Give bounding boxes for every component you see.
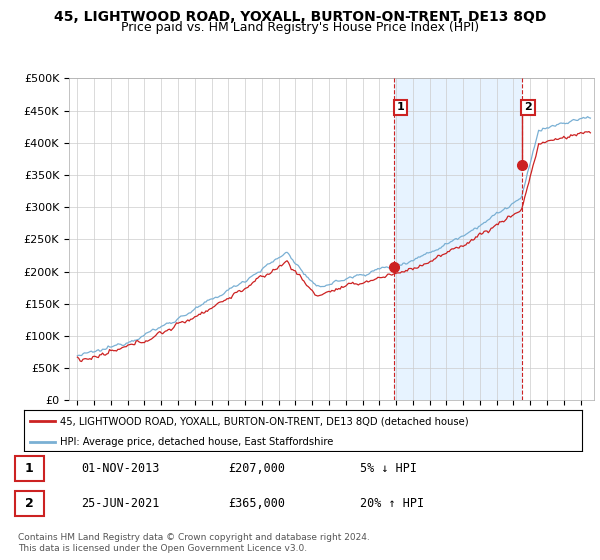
Text: 45, LIGHTWOOD ROAD, YOXALL, BURTON-ON-TRENT, DE13 8QD: 45, LIGHTWOOD ROAD, YOXALL, BURTON-ON-TR… <box>54 10 546 24</box>
Text: 45, LIGHTWOOD ROAD, YOXALL, BURTON-ON-TRENT, DE13 8QD (detached house): 45, LIGHTWOOD ROAD, YOXALL, BURTON-ON-TR… <box>60 417 469 426</box>
FancyBboxPatch shape <box>15 491 44 516</box>
Text: 2: 2 <box>25 497 34 510</box>
Bar <box>394 78 522 400</box>
Text: HPI: Average price, detached house, East Staffordshire: HPI: Average price, detached house, East… <box>60 437 334 447</box>
Text: Price paid vs. HM Land Registry's House Price Index (HPI): Price paid vs. HM Land Registry's House … <box>121 21 479 34</box>
Text: 01-NOV-2013: 01-NOV-2013 <box>81 462 160 475</box>
Text: £207,000: £207,000 <box>228 462 285 475</box>
FancyBboxPatch shape <box>15 455 44 482</box>
Text: 1: 1 <box>25 462 34 475</box>
Text: £365,000: £365,000 <box>228 497 285 510</box>
Text: 20% ↑ HPI: 20% ↑ HPI <box>360 497 424 510</box>
Text: 2: 2 <box>524 102 532 113</box>
Text: 25-JUN-2021: 25-JUN-2021 <box>81 497 160 510</box>
Text: Contains HM Land Registry data © Crown copyright and database right 2024.
This d: Contains HM Land Registry data © Crown c… <box>18 533 370 553</box>
Text: 5% ↓ HPI: 5% ↓ HPI <box>360 462 417 475</box>
Text: 1: 1 <box>397 102 404 113</box>
